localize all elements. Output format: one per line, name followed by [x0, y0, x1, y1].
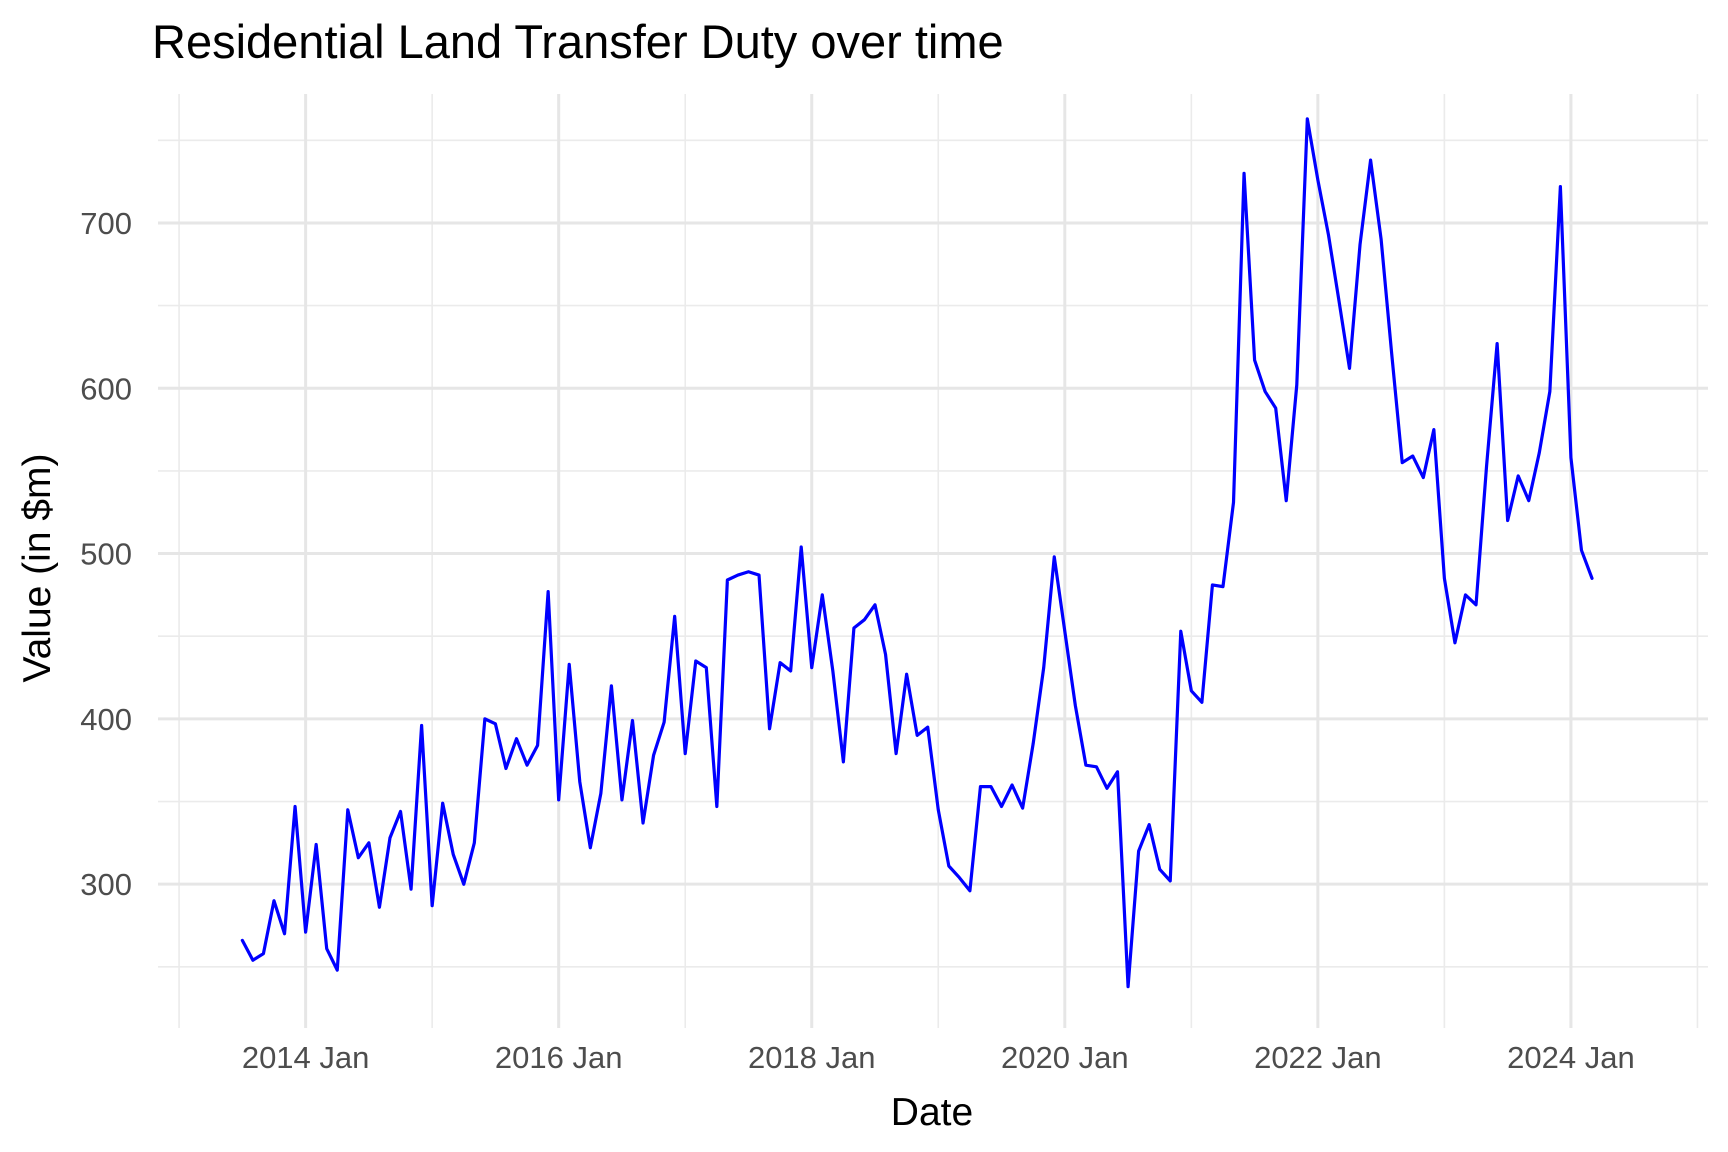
chart-title: Residential Land Transfer Duty over time [152, 15, 1004, 68]
y-tick-labels: 300 400 500 600 700 [80, 206, 132, 902]
y-tick-label: 300 [80, 867, 132, 902]
x-tick-label: 2024 Jan [1507, 1040, 1635, 1075]
major-gridlines [158, 94, 1708, 1028]
y-tick-label: 500 [80, 537, 132, 572]
minor-gridlines [158, 94, 1708, 1028]
x-tick-labels: 2014 Jan 2016 Jan 2018 Jan 2020 Jan 2022 Jan… [242, 1040, 1635, 1075]
series-line [240, 117, 1594, 989]
x-tick-label: 2022 Jan [1254, 1040, 1382, 1075]
x-axis-title: Date [891, 1091, 973, 1134]
y-tick-label: 700 [80, 206, 132, 241]
x-tick-label: 2014 Jan [242, 1040, 370, 1075]
y-tick-label: 400 [80, 702, 132, 737]
x-tick-label: 2018 Jan [748, 1040, 876, 1075]
y-axis-title: Value (in $m) [16, 453, 59, 682]
data-series [240, 117, 1594, 989]
x-tick-label: 2016 Jan [495, 1040, 623, 1075]
y-tick-label: 600 [80, 371, 132, 406]
x-tick-label: 2020 Jan [1001, 1040, 1129, 1075]
